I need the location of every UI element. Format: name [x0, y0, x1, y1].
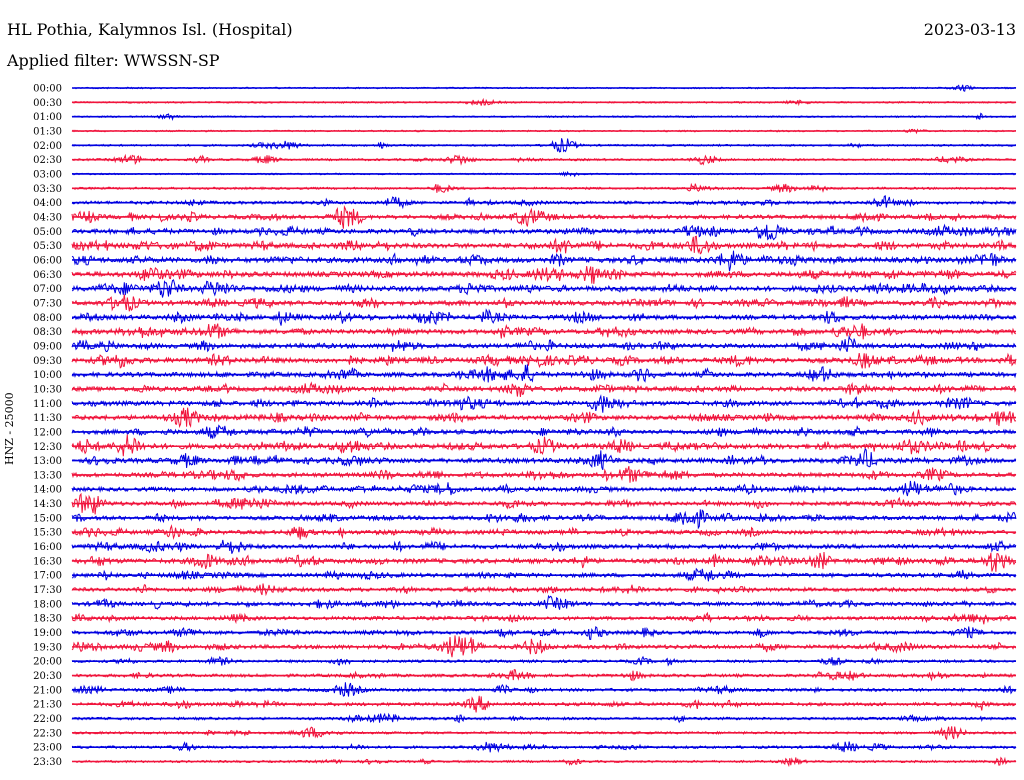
trace-group: [71, 84, 1017, 768]
trace-line: [71, 594, 1017, 610]
row-label: 08:00: [33, 313, 62, 324]
trace-line: [71, 205, 1017, 229]
row-label: 14:00: [33, 485, 62, 496]
trace-line: [71, 635, 1017, 658]
row-label: 20:00: [33, 657, 62, 668]
row-label: 16:30: [33, 556, 62, 567]
row-label: 01:00: [33, 112, 62, 123]
row-label: 16:00: [33, 542, 62, 553]
row-label: 13:00: [33, 456, 62, 467]
row-label: 09:00: [33, 341, 62, 352]
row-label: 17:00: [33, 571, 62, 582]
row-label: 20:30: [33, 671, 62, 682]
row-label: 17:30: [33, 585, 62, 596]
row-label: 05:00: [33, 227, 62, 238]
row-label: 15:00: [33, 513, 62, 524]
trace-line: [71, 551, 1017, 572]
trace-line: [71, 381, 1017, 398]
row-label: 22:00: [33, 714, 62, 725]
row-label: 03:00: [33, 169, 62, 180]
row-label: 22:30: [33, 728, 62, 739]
station-title: HL Pothia, Kalymnos Isl. (Hospital): [7, 20, 293, 39]
row-label: 04:00: [33, 198, 62, 209]
row-label: 12:00: [33, 427, 62, 438]
row-label: 12:30: [33, 442, 62, 453]
trace-line: [71, 352, 1017, 369]
row-label: 02:00: [33, 141, 62, 152]
row-label: 10:00: [33, 370, 62, 381]
row-label: 18:00: [33, 599, 62, 610]
row-label: 06:30: [33, 270, 62, 281]
row-label: 08:30: [33, 327, 62, 338]
trace-line: [71, 250, 1017, 272]
filter-label: Applied filter: WWSSN-SP: [7, 51, 220, 70]
row-label: 19:30: [33, 642, 62, 653]
row-label: 02:30: [33, 155, 62, 166]
row-label: 13:30: [33, 470, 62, 481]
row-label: 19:00: [33, 628, 62, 639]
row-label: 07:00: [33, 284, 62, 295]
row-label: 21:30: [33, 700, 62, 711]
trace-line: [71, 195, 1017, 210]
row-label: 14:30: [33, 499, 62, 510]
trace-line: [71, 448, 1017, 470]
row-label: 03:30: [33, 184, 62, 195]
trace-line: [71, 539, 1017, 554]
row-label: 11:30: [33, 413, 62, 424]
row-label: 05:30: [33, 241, 62, 252]
row-label: 23:00: [33, 743, 62, 754]
row-label: 00:00: [33, 84, 62, 95]
row-label: 07:30: [33, 298, 62, 309]
record-date: 2023-03-13: [923, 20, 1016, 39]
row-label: 23:30: [33, 757, 62, 768]
row-label: 06:00: [33, 255, 62, 266]
row-labels: 00:00 00:30 01:00 01:30 02:00 02:30 03:00 03:30…: [33, 84, 62, 769]
row-label: 11:00: [33, 399, 62, 410]
row-label: 10:30: [33, 384, 62, 395]
trace-line: [71, 394, 1017, 413]
trace-line: [71, 364, 1017, 383]
trace-line: [71, 434, 1017, 457]
row-label: 09:30: [33, 356, 62, 367]
row-label: 00:30: [33, 98, 62, 109]
trace-line: [71, 334, 1017, 353]
trace-line: [71, 466, 1017, 483]
row-label: 18:30: [33, 614, 62, 625]
row-label: 01:30: [33, 126, 62, 137]
row-label: 04:30: [33, 212, 62, 223]
row-label: 21:00: [33, 685, 62, 696]
trace-line: [71, 223, 1017, 241]
row-label: 15:30: [33, 528, 62, 539]
